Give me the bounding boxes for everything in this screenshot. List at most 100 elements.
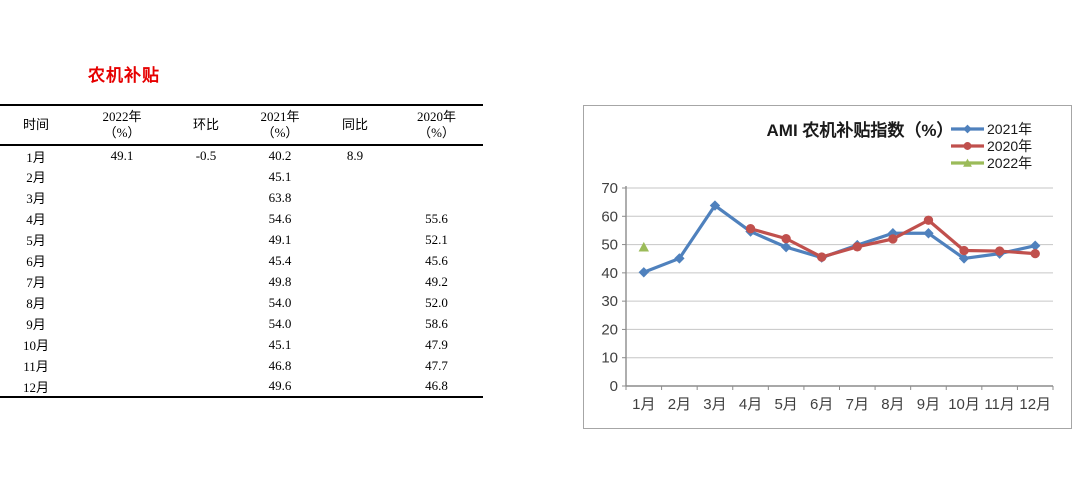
value-cell: 47.7 — [425, 357, 448, 373]
y-tick-label: 50 — [601, 237, 618, 254]
value-cell: 47.9 — [425, 336, 448, 352]
month-cell: 4月 — [26, 212, 46, 227]
circle-marker — [923, 215, 934, 225]
subsidy-chart: 0 10 20 30 40 50 60 70 1月 2月 3月 4月 5月 6月 7月 8月 9月 10月 11月 1… — [601, 120, 1054, 413]
value-cell: 45.6 — [425, 252, 448, 268]
y-tick-label: 60 — [601, 208, 618, 225]
table-header: 时间 2022年 （%） 环比 2021年 （%） 同比 2020年 （%） — [0, 105, 483, 145]
circle-marker — [745, 224, 756, 234]
table-row: 10月 45.1 47.9 — [0, 334, 483, 355]
table-row: 2月 45.1 — [0, 166, 483, 187]
legend-label: 2021年 — [987, 121, 1032, 137]
value-cell — [320, 334, 390, 355]
column-header: 2022年 （%） — [72, 105, 172, 145]
table-row: 4月 54.6 55.6 — [0, 208, 483, 229]
value-cell — [72, 271, 172, 292]
series-2020年 — [745, 215, 1040, 262]
value-cell — [172, 355, 240, 376]
column-header-line2: （%） — [261, 125, 299, 140]
y-axis-labels: 0 10 20 30 40 50 60 70 — [601, 180, 618, 395]
x-tick-label: 4月 — [739, 396, 762, 413]
x-tick-label: 11月 — [984, 396, 1015, 413]
value-cell — [72, 208, 172, 229]
value-cell — [172, 208, 240, 229]
circle-marker — [1030, 248, 1040, 259]
legend-label: 2020年 — [987, 138, 1032, 154]
x-axis-labels: 1月 2月 3月 4月 5月 6月 7月 8月 9月 10月 11月 12月 — [632, 396, 1051, 413]
month-cell: 11月 — [23, 359, 49, 374]
value-cell: 45.4 — [268, 252, 292, 268]
month-cell: 10月 — [22, 338, 49, 353]
diamond-marker — [780, 241, 792, 253]
triangle-marker — [963, 158, 972, 167]
value-cell: 46.8 — [268, 357, 292, 373]
x-tick-label: 3月 — [703, 396, 726, 413]
legend-item-2022年: 2022年 — [951, 155, 1032, 171]
circle-marker — [963, 142, 972, 150]
value-cell — [320, 250, 390, 271]
value-cell: 58.6 — [425, 315, 448, 331]
value-cell — [172, 376, 240, 397]
value-cell — [72, 355, 172, 376]
gridlines — [622, 187, 1053, 387]
column-header-line1: 环比 — [192, 116, 219, 132]
table-body: 1月 49.1 -0.5 40.2 8.9 2月 45.1 3月 63.8 4月 54.6 55.6 5… — [0, 145, 483, 397]
value-cell — [320, 271, 390, 292]
table-row: 11月 46.8 47.7 — [0, 355, 483, 376]
column-header-line1: 2021年 — [260, 108, 300, 124]
circle-marker — [852, 242, 862, 252]
value-cell: 49.6 — [268, 378, 292, 393]
value-cell: 54.0 — [268, 294, 292, 310]
column-header: 2020年 （%） — [390, 105, 483, 145]
circle-marker — [781, 233, 791, 244]
diamond-marker — [674, 253, 685, 264]
value-cell — [72, 376, 172, 397]
value-cell: 46.8 — [425, 378, 448, 393]
month-cell: 2月 — [26, 170, 46, 185]
value-cell: 8.9 — [346, 148, 364, 163]
value-cell — [320, 313, 390, 334]
value-cell: 49.2 — [425, 273, 448, 289]
value-cell: 49.8 — [268, 273, 292, 289]
chart-title: AMI 农机补贴指数（%） — [767, 120, 954, 140]
column-header-line1: 同比 — [341, 116, 368, 132]
column-header-line1: 2022年 — [102, 108, 142, 124]
table-row: 3月 63.8 — [0, 187, 483, 208]
legend-item-2020年: 2020年 — [951, 138, 1032, 154]
column-header: 同比 — [320, 105, 390, 145]
value-cell: 54.6 — [268, 210, 292, 226]
value-cell: 52.1 — [425, 231, 448, 247]
table-caption: 农机补贴 — [88, 66, 160, 85]
value-cell: 49.1 — [268, 231, 292, 247]
column-header: 2021年 （%） — [240, 105, 320, 145]
x-tick-label: 2月 — [668, 396, 691, 413]
month-cell: 12月 — [22, 379, 49, 395]
circle-marker — [888, 234, 898, 244]
table-row: 7月 49.8 49.2 — [0, 271, 483, 292]
value-cell: 63.8 — [268, 189, 292, 205]
value-cell — [172, 166, 240, 187]
value-cell — [172, 187, 240, 208]
column-header-line2: （%） — [418, 125, 455, 140]
value-cell — [172, 229, 240, 250]
value-cell — [72, 292, 172, 313]
x-tick-label: 7月 — [846, 396, 869, 413]
series-2021年 — [638, 200, 1041, 278]
value-cell — [172, 334, 240, 355]
value-cell — [172, 271, 240, 292]
column-header: 环比 — [172, 105, 240, 145]
table-row: 12月 49.6 46.8 — [0, 376, 483, 397]
value-cell — [72, 334, 172, 355]
diamond-marker — [638, 267, 649, 278]
diamond-marker — [887, 228, 899, 239]
x-tick-label: 10月 — [948, 396, 980, 413]
table-row: 1月 49.1 -0.5 40.2 8.9 — [0, 145, 483, 166]
x-tick-label: 9月 — [917, 396, 940, 413]
table-row: 9月 54.0 58.6 — [0, 313, 483, 334]
circle-marker — [994, 246, 1005, 256]
month-cell: 6月 — [26, 254, 46, 269]
value-cell — [320, 208, 390, 229]
value-cell: 45.1 — [268, 336, 292, 352]
